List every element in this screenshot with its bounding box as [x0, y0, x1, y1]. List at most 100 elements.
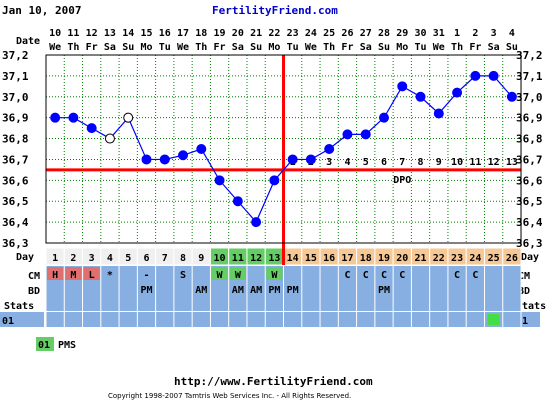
y-tick-label-right: 36,5 [516, 195, 543, 208]
cm-cell-label: M [70, 270, 76, 281]
weekday-label: Tu [415, 42, 427, 53]
day-number-label: 2 [70, 253, 76, 264]
chart-series: 12345678910111213DPO [46, 55, 522, 265]
dpo-number-label: 11 [469, 157, 481, 168]
day-number-label: 16 [323, 253, 335, 264]
date-number-label: 15 [140, 28, 152, 39]
date-number-label: 19 [214, 28, 226, 39]
weekday-label: Sa [360, 42, 372, 53]
weekday-label: Tu [287, 42, 299, 53]
y-tick-label-left: 36,6 [2, 174, 29, 187]
temperature-point [232, 196, 243, 207]
stats-row-label-right: Stats [516, 301, 546, 312]
cm-cell-label: - [143, 270, 149, 281]
legend-code: 01 [38, 340, 50, 351]
date-number-label: 14 [122, 28, 134, 39]
cm-cell-label: C [363, 270, 369, 281]
temperature-point [287, 154, 298, 165]
date-number-label: 25 [323, 28, 335, 39]
temperature-point [397, 81, 408, 92]
cm-cell-highlight [83, 267, 100, 280]
weekday-label: Mo [268, 42, 280, 53]
date-number-label: 29 [396, 28, 408, 39]
y-tick-label-left: 36,8 [2, 133, 29, 146]
y-tick-label-left: 37,1 [2, 70, 29, 83]
weekday-label: Mo [140, 42, 152, 53]
weekday-label: Th [323, 42, 335, 53]
cm-cell-label: C [399, 270, 405, 281]
site-name: FertilityFriend.com [212, 4, 338, 17]
cm-cell-label: W [271, 270, 278, 281]
cm-cell-label: C [344, 270, 350, 281]
weekday-label: Mo [396, 42, 408, 53]
y-tick-label-right: 36,6 [516, 174, 543, 187]
dpo-number-label: 9 [436, 157, 442, 168]
bd-row-label-right: BD [518, 286, 530, 297]
dpo-number-label: 7 [399, 157, 405, 168]
day-number-label: 23 [451, 253, 463, 264]
day-number-label: 5 [125, 253, 131, 264]
temperature-point [452, 87, 463, 98]
y-tick-label-right: 36,9 [516, 112, 543, 125]
bd-cell-label: PM [287, 285, 299, 296]
date-number-label: 2 [472, 28, 478, 39]
cm-cell-highlight [65, 267, 82, 280]
weekday-label: Fr [86, 42, 98, 53]
dpo-number-label: 4 [344, 157, 350, 168]
weekday-label: Su [506, 42, 518, 53]
cm-cell-label: H [52, 270, 58, 281]
cm-cell-highlight [211, 267, 228, 280]
y-tick-label-right: 36,8 [516, 133, 543, 146]
temperature-point [342, 129, 353, 140]
y-tick-label-left: 37,0 [2, 91, 29, 104]
day-cell [502, 247, 522, 266]
y-tick-label-right: 37,1 [516, 70, 543, 83]
date-number-label: 18 [195, 28, 207, 39]
cm-cell-label: S [180, 270, 186, 281]
plot-frame [45, 54, 522, 244]
code-row-label-left: 01 [2, 316, 14, 327]
cm-row-label-left: CM [28, 271, 40, 282]
y-tick-label-right: 36,4 [516, 216, 543, 229]
day-number-label: 19 [378, 253, 390, 264]
bd-cell-label: PM [268, 285, 280, 296]
y-tick-label-right: 37,0 [516, 91, 543, 104]
date-row-label: Date [16, 36, 40, 47]
day-row-label-right: Day [521, 252, 539, 263]
cm-cell-label: C [472, 270, 478, 281]
weekday-label: Su [122, 42, 134, 53]
weekday-label: Fr [341, 42, 353, 53]
chart-date: Jan 10, 2007 [2, 4, 81, 17]
temperature-point [360, 129, 371, 140]
day-number-label: 4 [107, 253, 113, 264]
temperature-point [415, 91, 426, 102]
bd-cell-label: PM [140, 285, 152, 296]
y-tick-label-left: 36,9 [2, 112, 29, 125]
y-tick-label-right: 36,3 [516, 237, 543, 250]
temperature-point [214, 175, 225, 186]
day-number-label: 8 [180, 253, 186, 264]
temperature-point [196, 144, 207, 154]
day-number-label: 17 [341, 253, 353, 264]
day-number-label: 9 [198, 253, 204, 264]
weekday-label: We [177, 42, 189, 53]
weekday-label: Su [250, 42, 262, 53]
temperature-point [251, 217, 262, 228]
temperature-point [488, 70, 499, 81]
date-number-label: 28 [378, 28, 390, 39]
weekday-label: Th [195, 42, 207, 53]
date-number-label: 10 [49, 28, 61, 39]
weekday-label: We [49, 42, 61, 53]
weekday-label: Th [451, 42, 463, 53]
temperature-point [305, 154, 316, 165]
bd-cell-label: AM [195, 285, 207, 296]
day-number-label: 3 [89, 253, 95, 264]
date-number-label: 23 [287, 28, 299, 39]
day-number-label: 10 [214, 253, 226, 264]
day-number-label: 26 [506, 253, 518, 264]
date-number-label: 30 [415, 28, 427, 39]
date-number-label: 27 [360, 28, 372, 39]
temperature-point [123, 112, 134, 123]
date-number-label: 16 [159, 28, 171, 39]
bd-row-label-left: BD [28, 286, 40, 297]
